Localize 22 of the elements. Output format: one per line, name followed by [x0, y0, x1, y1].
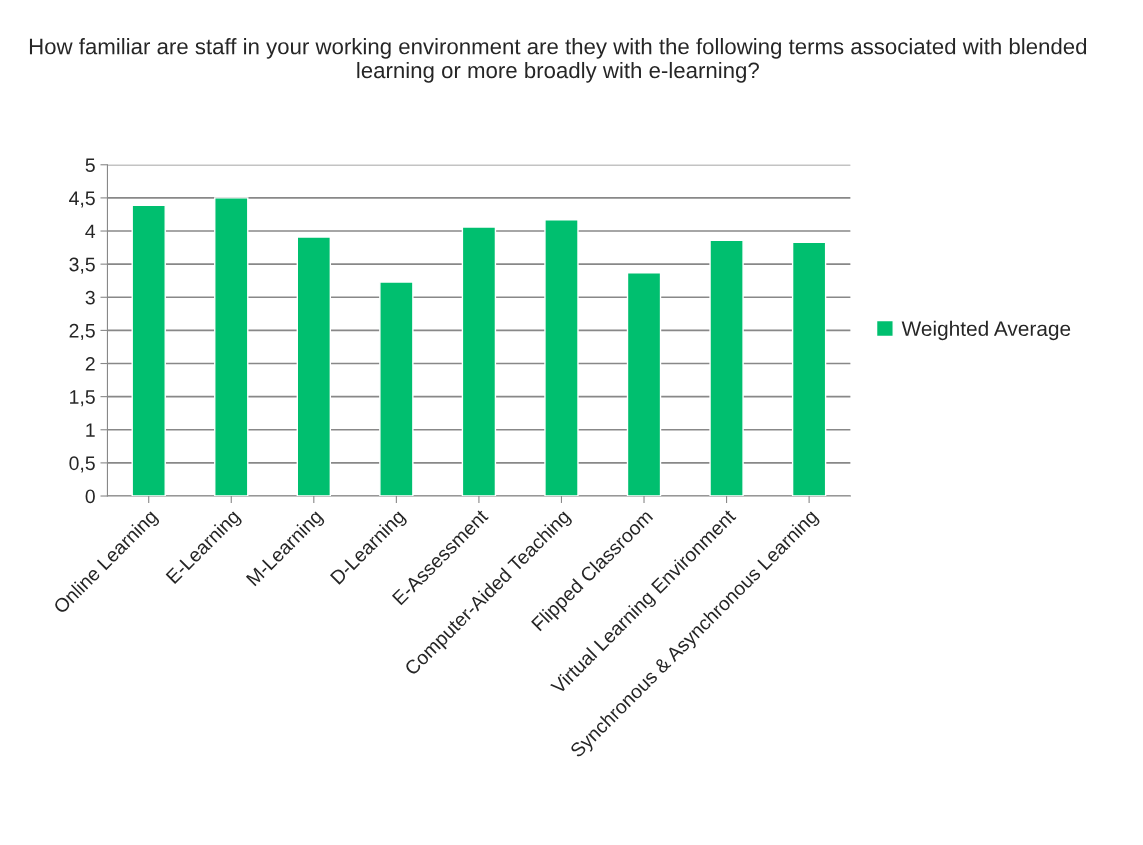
bar: [544, 219, 579, 497]
bar: [709, 239, 744, 497]
legend-label: Weighted Average: [901, 320, 1071, 341]
bar: [626, 272, 662, 497]
y-tick-label: 0,5: [69, 456, 95, 473]
y-tick-label: 1,5: [70, 390, 95, 407]
y-tick-label: 3,5: [69, 257, 95, 274]
bar: [791, 241, 827, 497]
y-tick-label: 5: [85, 158, 95, 173]
bar: [379, 281, 414, 497]
y-tick-label: 4: [85, 224, 96, 239]
y-tick-label: 1: [86, 423, 95, 437]
bar: [461, 226, 497, 497]
y-tick-label: 2,5: [69, 323, 95, 340]
bar: [296, 236, 332, 497]
y-tick-label: 0: [85, 489, 95, 504]
bar: [214, 197, 249, 497]
bar: [131, 204, 166, 497]
y-tick-label: 4,5: [69, 191, 95, 208]
y-tick-label: 2: [85, 356, 95, 371]
y-tick-label: 3: [85, 290, 95, 305]
chart-title: How familiar are staff in your working environment are they with the following terms associated with blended learning or more broadly with e-learning?: [29, 38, 1087, 83]
